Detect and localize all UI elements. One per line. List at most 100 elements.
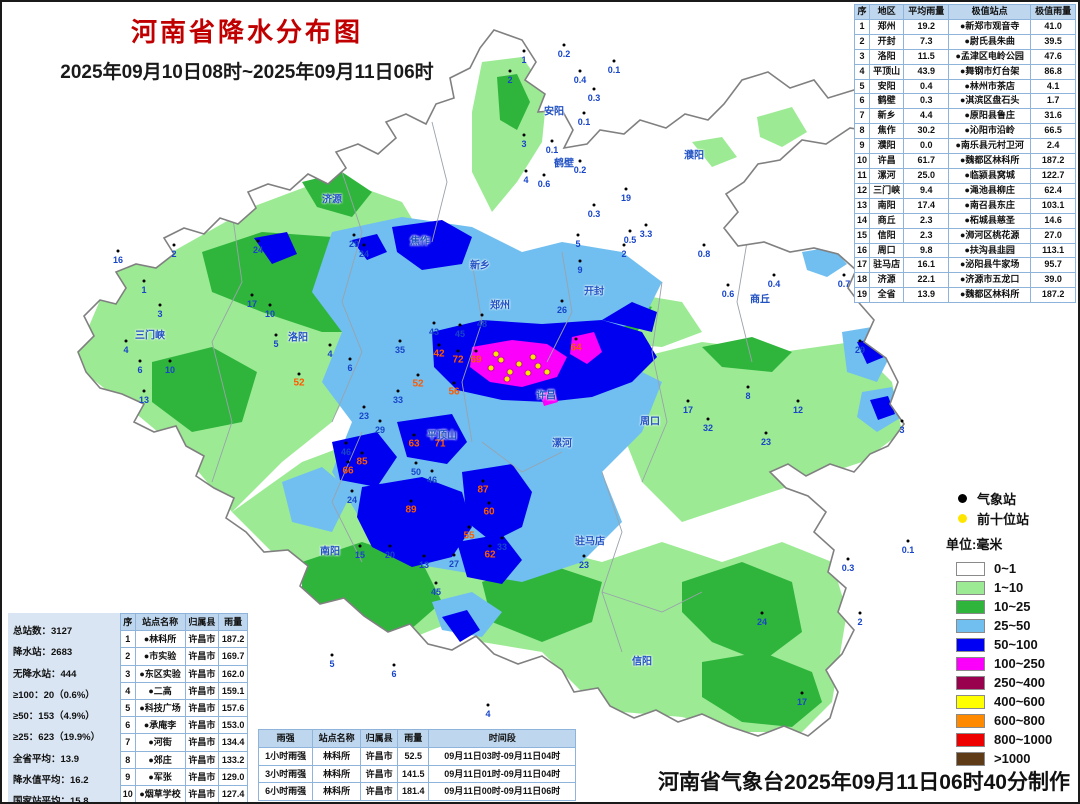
table-cell: ●浉河区桃花源 xyxy=(948,227,1032,244)
table-cell: 4.4 xyxy=(903,108,950,125)
table-cell: ●河街 xyxy=(134,733,186,752)
table-cell: 洛阳 xyxy=(868,48,905,65)
legend-swatch xyxy=(956,694,985,709)
table-cell: 13.9 xyxy=(903,287,950,304)
table-cell: 三门峡 xyxy=(868,182,905,199)
table-cell: ●南乐县元村卫河 xyxy=(948,138,1032,155)
table-cell: 52.5 xyxy=(397,746,430,766)
table-cell: 14 xyxy=(854,212,870,229)
legend-item: >1000 xyxy=(936,749,1068,768)
credit-text: 河南省气象台2025年09月11日06时40分制作 xyxy=(658,771,1070,794)
table-cell: 187.2 xyxy=(218,630,248,649)
precip-patches xyxy=(78,57,902,732)
table-cell: 4 xyxy=(854,63,870,80)
table-cell: 141.5 xyxy=(397,764,430,784)
table-cell: 18 xyxy=(854,272,870,289)
table-cell: ●舞钢市灯台架 xyxy=(948,63,1032,80)
table-header-row: 序站点名称 归属县 雨量 xyxy=(120,612,248,632)
table-cell: 66.5 xyxy=(1030,123,1076,140)
table-cell: ●郊庄 xyxy=(134,750,186,769)
column-header: 站点名称 xyxy=(134,612,186,632)
legend-item-label: 1~10 xyxy=(994,580,1024,595)
table-cell: ●魏都区林科所 xyxy=(948,287,1032,304)
table-cell: 9 xyxy=(854,138,870,155)
table-cell: 113.1 xyxy=(1030,242,1076,259)
table-cell: ●孟津区电岭公园 xyxy=(948,48,1032,65)
legend-item-label: 50~100 xyxy=(994,637,1038,652)
table-cell: 许昌市 xyxy=(184,716,220,735)
column-header: 雨量 xyxy=(397,729,430,748)
table-cell: ●东区实验 xyxy=(134,664,186,683)
table-row: 6小时雨强 林科所 许昌市 181.4 09月11日00时-09月11日06时 xyxy=(257,782,576,802)
stat-line: 降水值平均：16.2 xyxy=(13,775,89,787)
table-cell: 7.3 xyxy=(903,33,950,50)
column-header: 极值站点 xyxy=(948,4,1032,20)
table-cell: 39.0 xyxy=(1030,272,1076,289)
column-header: 归属县 xyxy=(360,729,399,748)
table-cell: 127.4 xyxy=(218,785,248,802)
legend-item: 100~250 xyxy=(936,654,1068,673)
table-cell: ●泌阳县牛家场 xyxy=(948,257,1032,274)
table-cell: 0.3 xyxy=(903,93,950,110)
stat-line: ≥25：623（19.9%） xyxy=(13,732,101,744)
table-cell: 6 xyxy=(854,93,870,110)
table-cell: 31.6 xyxy=(1030,108,1076,125)
legend-swatch xyxy=(956,580,985,595)
table-row: 18 济源 22.1 ●济源市五龙口 39.0 xyxy=(854,272,1076,289)
table-row: 1 ●林科所 许昌市 187.2 xyxy=(120,630,248,649)
legend-swatch xyxy=(956,732,985,747)
table-cell: ●新郑市观音寺 xyxy=(948,18,1032,35)
table-cell: ●魏都区林科所 xyxy=(948,153,1032,169)
legend-swatch xyxy=(956,561,985,576)
table-cell: 41.0 xyxy=(1030,18,1076,35)
table-cell: 10 xyxy=(854,153,870,169)
table-cell: 驻马店 xyxy=(868,257,905,274)
table-cell: 09月11日00时-09月11日06时 xyxy=(428,782,576,802)
table-cell: 许昌市 xyxy=(360,764,399,784)
table-row: 10 ●烟草学校 许昌市 127.4 xyxy=(120,785,248,802)
table-cell: 5 xyxy=(120,699,136,718)
table-row: 4 平顶山 43.9 ●舞钢市灯台架 86.8 xyxy=(854,63,1076,80)
table-cell: 安阳 xyxy=(868,78,905,95)
legend-item: 400~600 xyxy=(936,692,1068,711)
table-cell: 许昌市 xyxy=(360,746,399,766)
table-row: 15 信阳 2.3 ●浉河区桃花源 27.0 xyxy=(854,227,1076,244)
legend-swatch xyxy=(956,751,985,766)
table-cell: 13 xyxy=(854,197,870,214)
table-cell: ●军张 xyxy=(134,767,186,787)
table-cell: 焦作 xyxy=(868,123,905,140)
table-cell: ●承庵李 xyxy=(134,716,186,735)
table-cell: 3 xyxy=(854,48,870,65)
table-row: 2 ●市实验 许昌市 169.7 xyxy=(120,647,248,666)
table-row: 1小时雨强 林科所 许昌市 52.5 09月11日03时-09月11日04时 xyxy=(257,746,576,766)
table-cell: 09月11日01时-09月11日04时 xyxy=(428,764,576,784)
table-cell: 许昌市 xyxy=(184,681,220,701)
table-row: 12 三门峡 9.4 ●渑池县柳庄 62.4 xyxy=(854,182,1076,199)
column-header: 雨量 xyxy=(218,612,248,632)
table-cell: 133.2 xyxy=(218,750,248,769)
legend-item: 1~10 xyxy=(936,578,1068,597)
table-cell: 9.4 xyxy=(903,182,950,199)
column-header: 平均雨量 xyxy=(903,4,950,20)
table-cell: 153.0 xyxy=(218,716,248,735)
legend-marker-label: 前十位站 xyxy=(977,511,1030,527)
table-row: 8 焦作 30.2 ●沁阳市沿岭 66.5 xyxy=(854,123,1076,140)
table-cell: 19 xyxy=(854,287,870,304)
table-cell: 3 xyxy=(120,664,136,683)
table-cell: 许昌市 xyxy=(184,767,220,787)
stat-line: 国家站平均：15.8 xyxy=(13,796,89,804)
table-cell: 159.1 xyxy=(218,681,248,701)
table-cell: 许昌 xyxy=(868,153,905,169)
table-cell: 许昌市 xyxy=(184,647,220,666)
table-cell: 27.0 xyxy=(1030,227,1076,244)
legend-swatch xyxy=(956,675,985,690)
table-cell: 许昌市 xyxy=(184,733,220,752)
table-cell: 122.7 xyxy=(1030,167,1076,184)
table-cell: ●南召县东庄 xyxy=(948,197,1032,214)
table-row: 3 洛阳 11.5 ●孟津区电岭公园 47.6 xyxy=(854,48,1076,65)
top-stations-table: 序站点名称 归属县 雨量 1 ●林科所 许昌市 187.2 2 ●市实验 许昌市 169.7 3 ●东区… xyxy=(120,612,248,802)
table-cell: 61.7 xyxy=(903,153,950,169)
table-row: 19 全省 13.9 ●魏都区林科所 187.2 xyxy=(854,287,1076,304)
